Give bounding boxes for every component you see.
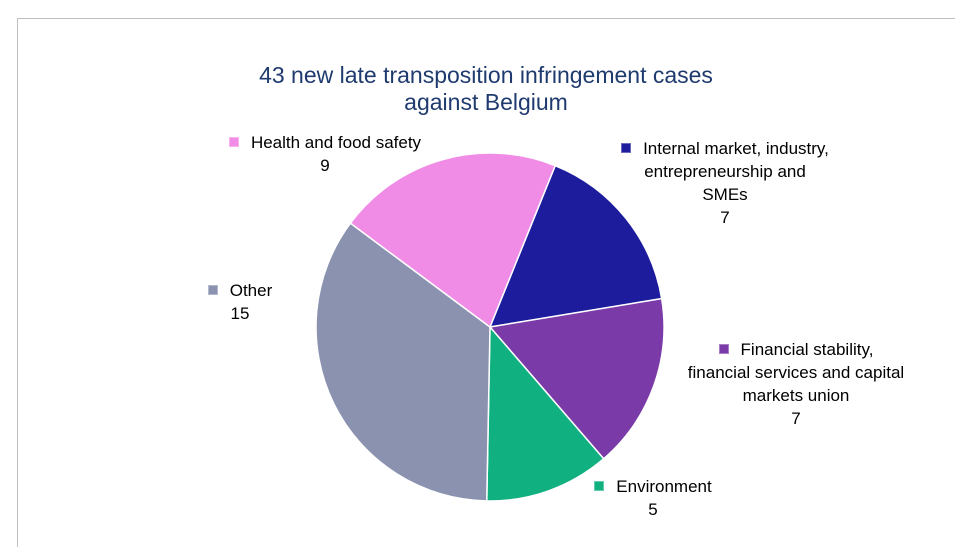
- pie-slice: [485, 325, 605, 502]
- slice-label: Other 15: [190, 279, 290, 325]
- chart-frame: [17, 18, 955, 547]
- slice-label: Internal market, industry, entrepreneurs…: [620, 137, 830, 229]
- legend-marker: [621, 143, 632, 153]
- slice-label: Health and food safety 9: [220, 131, 430, 177]
- legend-marker: [594, 481, 605, 491]
- slice-label: Environment 5: [573, 475, 733, 521]
- category-label: Environment: [616, 477, 712, 496]
- pie-slice: [488, 297, 665, 460]
- category-label: Financial stability, financial services …: [687, 340, 905, 405]
- category-label: Other: [229, 281, 273, 300]
- value-label: 7: [720, 208, 730, 227]
- legend-marker: [207, 285, 218, 295]
- value-label: 5: [648, 500, 658, 519]
- slice-label: Financial stability, financial services …: [686, 338, 906, 430]
- category-label: Health and food safety: [250, 133, 422, 152]
- category-label: Internal market, industry, entrepreneurs…: [643, 139, 829, 204]
- legend-marker: [228, 137, 239, 147]
- legend-marker: [718, 344, 729, 354]
- pie-slice: [349, 152, 557, 329]
- value-label: 9: [320, 156, 330, 175]
- value-label: 15: [230, 304, 250, 323]
- pie-slice: [315, 222, 491, 502]
- chart-title: 43 new late transposition infringement c…: [259, 62, 713, 115]
- value-label: 7: [791, 409, 801, 428]
- pie-slice: [488, 164, 663, 328]
